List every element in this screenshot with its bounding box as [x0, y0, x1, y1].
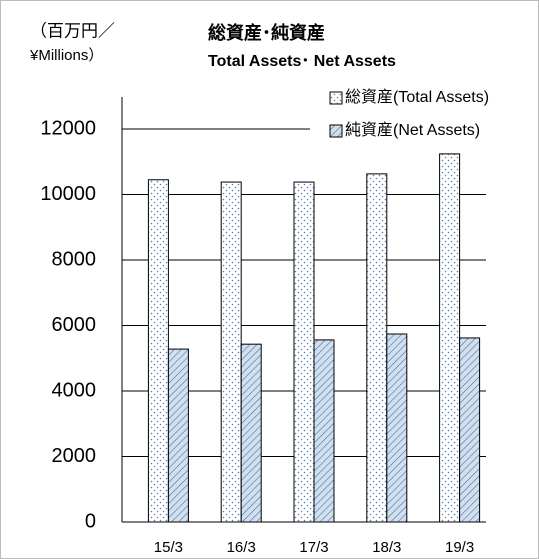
bar	[459, 337, 481, 523]
x-tick-label: 19/3	[445, 539, 474, 556]
bar	[167, 348, 189, 523]
y-tick-label: 2000	[52, 445, 97, 467]
bar	[386, 333, 408, 523]
bar	[220, 181, 242, 523]
bar	[240, 343, 262, 523]
y-tick-label: 6000	[52, 314, 97, 336]
legend-swatch	[329, 124, 343, 138]
chart-subtitle: Total Assets･ Net Assets	[208, 53, 396, 70]
bar	[147, 179, 169, 523]
y-tick-label: 0	[85, 510, 96, 532]
bar	[439, 153, 461, 523]
y-label-2: ¥Millions）	[29, 47, 103, 64]
y-tick-label: 10000	[40, 183, 96, 205]
legend-label: 総資産(Total Assets)	[345, 88, 489, 106]
y-tick-label: 8000	[52, 248, 97, 270]
legend-label: 純資産(Net Assets)	[345, 121, 480, 139]
bar	[313, 339, 335, 523]
x-tick-label: 16/3	[227, 539, 256, 556]
legend-box	[310, 84, 522, 146]
y-tick-label: 4000	[52, 379, 97, 401]
y-label-1: （百万円／	[30, 21, 115, 40]
chart-title: 総資産･純資産	[208, 22, 325, 43]
bar	[366, 173, 388, 523]
x-tick-label: 17/3	[299, 539, 328, 556]
y-tick-label: 12000	[40, 117, 96, 139]
x-tick-label: 15/3	[154, 539, 183, 556]
bar	[293, 181, 315, 523]
x-tick-label: 18/3	[372, 539, 401, 556]
legend: 総資産(Total Assets) 純資産(Net Assets)	[310, 84, 522, 146]
legend-swatch	[329, 91, 343, 105]
